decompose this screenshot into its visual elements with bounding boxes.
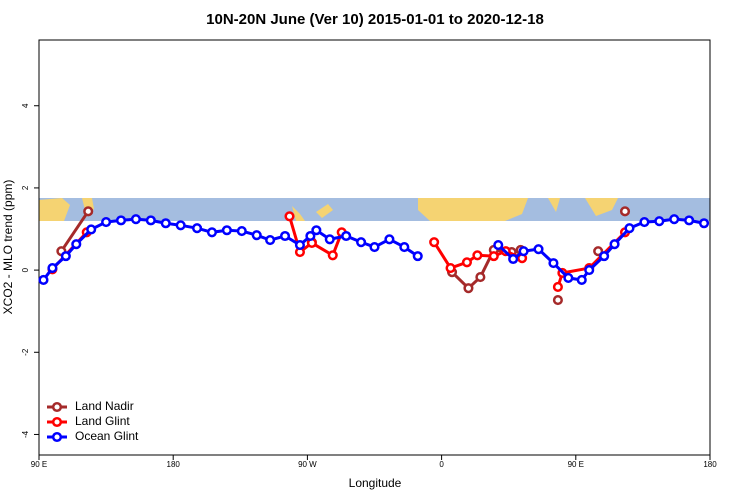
point: [279, 230, 291, 242]
point: [684, 215, 695, 226]
point: [488, 251, 499, 262]
map-strip: [39, 198, 710, 221]
point: [399, 242, 410, 253]
point: [324, 234, 335, 245]
point: [384, 234, 395, 245]
point: [305, 230, 316, 242]
x-axis-label: Longitude: [349, 476, 402, 490]
x-tick-label: 90 E: [568, 460, 584, 469]
chart-title: 10N-20N June (Ver 10) 2015-01-01 to 2020…: [206, 11, 544, 28]
legend-label: Ocean Glint: [75, 429, 139, 443]
point: [552, 281, 563, 292]
point: [83, 206, 94, 217]
point: [356, 237, 367, 248]
point: [145, 215, 156, 226]
point: [576, 274, 587, 286]
point: [341, 230, 352, 242]
point: [698, 218, 710, 229]
point: [71, 239, 82, 250]
legend-marker: [51, 401, 63, 413]
legend-marker: [51, 416, 63, 428]
point: [86, 224, 97, 235]
point: [311, 225, 322, 236]
series: [58, 206, 631, 306]
x-tick-label: 90 W: [298, 460, 317, 469]
x-tick-label: 180: [703, 460, 717, 469]
point: [508, 253, 519, 265]
point: [412, 251, 423, 262]
point: [624, 223, 635, 234]
y-tick-label: 4: [21, 103, 30, 108]
point: [463, 283, 474, 294]
point: [445, 262, 456, 274]
point: [518, 246, 529, 257]
point: [654, 216, 665, 227]
point: [115, 215, 127, 226]
point: [160, 218, 171, 229]
x-tick-label: 90 E: [31, 460, 47, 469]
point: [609, 239, 620, 250]
point: [369, 242, 380, 253]
x-tick-label: 0: [439, 460, 444, 469]
point: [206, 227, 218, 238]
point: [284, 211, 295, 222]
y-tick-label: -2: [21, 348, 30, 356]
y-axis-label: XCO2 - MLO trend (ppm): [1, 180, 15, 315]
point: [599, 251, 610, 262]
plot-frame: [38, 39, 711, 456]
point: [669, 214, 680, 225]
series-line: [42, 217, 705, 282]
series: [38, 214, 710, 286]
point: [130, 214, 141, 225]
point: [461, 257, 472, 268]
point: [548, 258, 559, 269]
legend-marker: [51, 431, 63, 443]
point: [60, 251, 71, 262]
point: [472, 250, 483, 261]
point: [552, 295, 563, 306]
x-tick-label: 180: [167, 460, 181, 469]
point: [584, 265, 595, 276]
legend-label: Land Glint: [75, 414, 130, 428]
point: [493, 239, 504, 251]
point: [38, 274, 49, 286]
point: [533, 244, 544, 255]
point: [639, 216, 650, 228]
y-tick-label: 2: [21, 185, 30, 190]
point: [593, 246, 604, 257]
point: [192, 223, 203, 234]
point: [221, 225, 232, 236]
point: [619, 206, 631, 217]
point: [294, 239, 305, 251]
point: [429, 237, 440, 248]
point: [101, 216, 112, 228]
legend-label: Land Nadir: [75, 399, 134, 413]
point: [47, 262, 58, 274]
point: [251, 230, 262, 241]
y-tick-label: 0: [21, 267, 30, 272]
point: [236, 226, 247, 237]
point: [265, 235, 276, 246]
y-tick-label: -4: [21, 430, 30, 438]
point: [175, 220, 186, 231]
point: [327, 250, 338, 261]
point: [563, 272, 574, 283]
point: [475, 272, 486, 283]
